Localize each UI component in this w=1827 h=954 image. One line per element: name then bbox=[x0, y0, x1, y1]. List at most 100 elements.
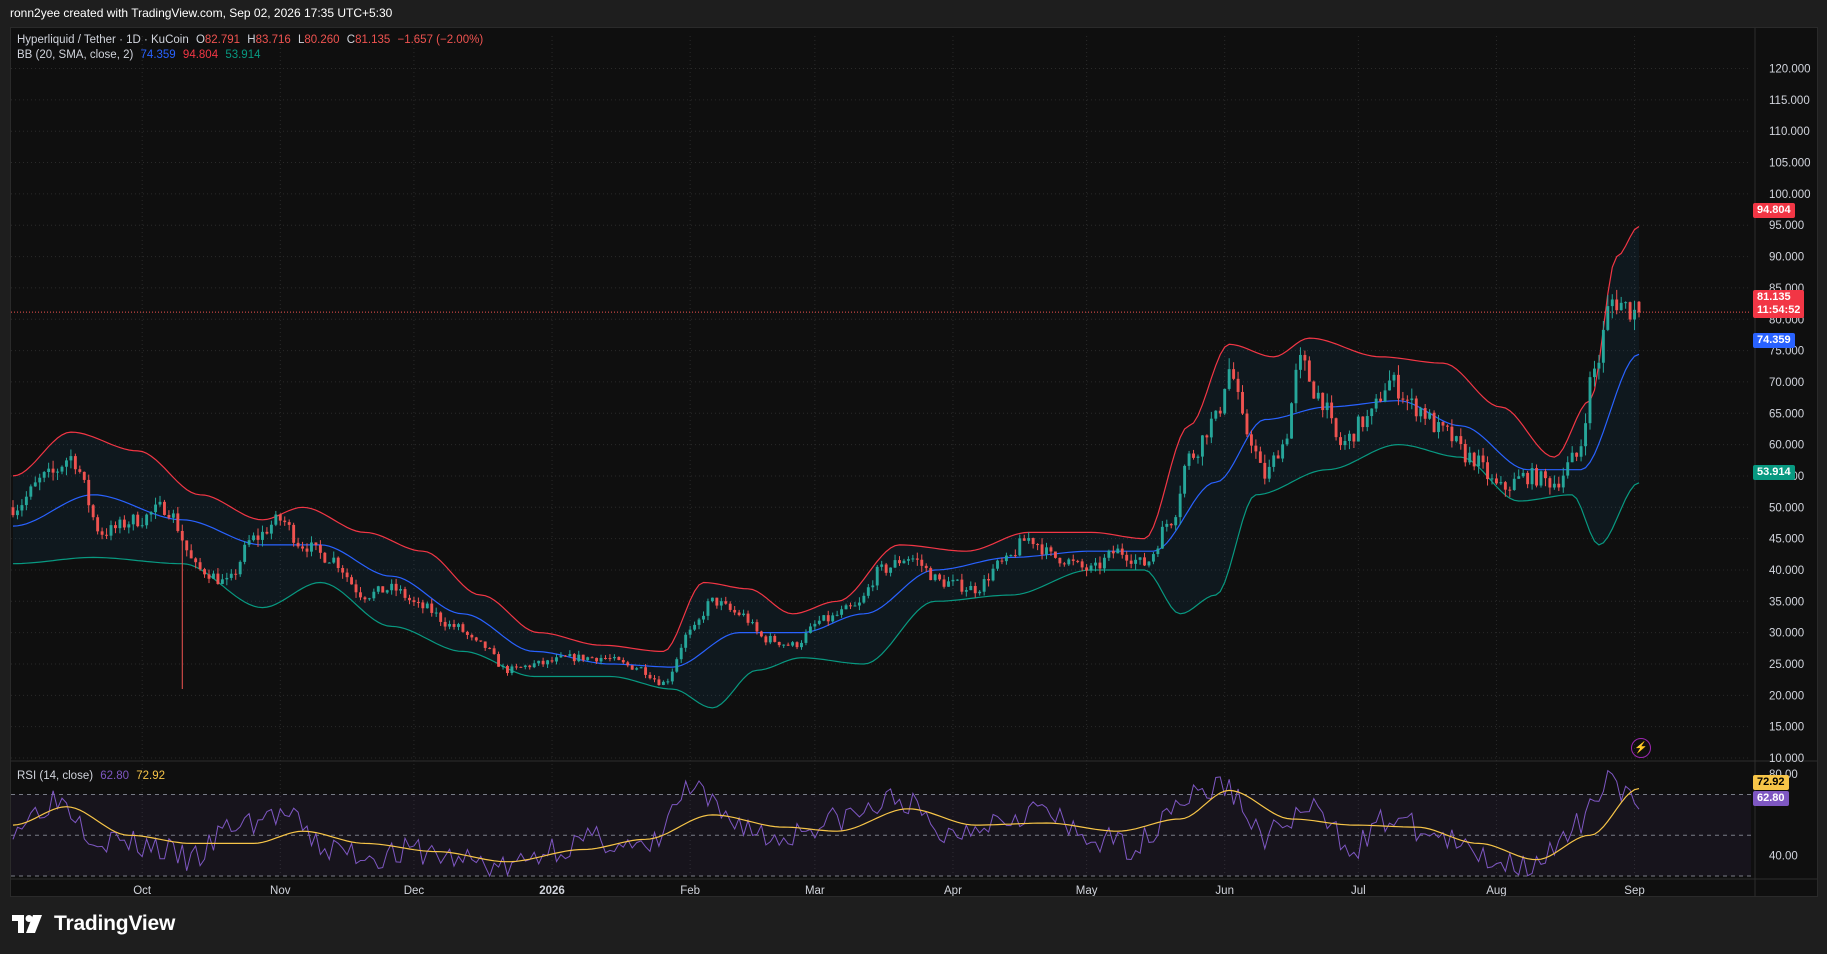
candle bbox=[47, 462, 51, 478]
bb-lower-line bbox=[12, 443, 1640, 709]
candle bbox=[804, 629, 808, 646]
price-axis-tick: 70.000 bbox=[1769, 377, 1804, 389]
candle-body bbox=[225, 577, 229, 580]
candle bbox=[1606, 295, 1610, 332]
candle bbox=[443, 617, 447, 631]
candle bbox=[1241, 385, 1244, 416]
symbol-label[interactable]: Hyperliquid / Tether · 1D · KuCoin bbox=[17, 34, 189, 46]
candle-body bbox=[1205, 435, 1209, 438]
candle bbox=[733, 606, 737, 616]
candle bbox=[675, 657, 679, 673]
candle-body bbox=[376, 586, 380, 592]
candle-body bbox=[1633, 309, 1636, 320]
candle bbox=[1263, 454, 1267, 485]
candle bbox=[702, 611, 705, 623]
candle bbox=[621, 657, 625, 665]
candle-body bbox=[1249, 434, 1253, 446]
candle bbox=[1544, 468, 1547, 487]
candle bbox=[100, 527, 104, 540]
candle bbox=[212, 570, 215, 579]
candle bbox=[1183, 464, 1187, 498]
candle-body bbox=[764, 636, 768, 643]
candle-body bbox=[1089, 565, 1093, 571]
candle bbox=[1111, 545, 1115, 559]
candle-body bbox=[1236, 378, 1240, 392]
candle-body bbox=[853, 605, 857, 607]
candle bbox=[1325, 393, 1329, 419]
bb-lower-value: 53.914 bbox=[225, 49, 261, 61]
candle bbox=[826, 610, 830, 626]
candle-body bbox=[1098, 562, 1102, 569]
candle bbox=[666, 678, 670, 685]
candle-body bbox=[528, 665, 532, 668]
candle-body bbox=[1610, 299, 1614, 307]
candle-body bbox=[617, 656, 621, 661]
candle-body bbox=[942, 579, 946, 587]
candle bbox=[679, 643, 683, 664]
candle-body bbox=[1004, 555, 1008, 562]
candle bbox=[577, 650, 581, 663]
time-axis-tick: Feb bbox=[680, 885, 700, 896]
candle-body bbox=[229, 573, 233, 578]
candle bbox=[1486, 456, 1489, 486]
candle-body bbox=[817, 620, 821, 624]
lightning-icon[interactable]: ⚡ bbox=[1631, 738, 1651, 758]
candle bbox=[1610, 294, 1614, 319]
candle bbox=[310, 536, 313, 557]
candle-body bbox=[1125, 554, 1129, 561]
candle bbox=[697, 617, 701, 630]
candle-body bbox=[964, 590, 968, 592]
candle bbox=[915, 552, 919, 566]
candle-body bbox=[114, 525, 117, 529]
candle bbox=[661, 680, 665, 686]
candle-body bbox=[902, 560, 906, 564]
candle-body bbox=[127, 524, 131, 528]
candle bbox=[359, 587, 362, 601]
candle bbox=[1058, 557, 1062, 567]
candle bbox=[1094, 557, 1097, 572]
candle bbox=[724, 596, 728, 605]
candle-body bbox=[136, 514, 140, 527]
candle-body bbox=[844, 605, 848, 610]
rsi-legend[interactable]: RSI (14, close) 62.80 72.92 bbox=[17, 770, 169, 782]
bb-legend[interactable]: BB (20, SMA, close, 2) 74.359 94.804 53.… bbox=[17, 49, 265, 61]
candle-body bbox=[898, 560, 901, 564]
last-price-value: 81.135 bbox=[1757, 291, 1791, 303]
candle bbox=[1468, 446, 1472, 465]
candle bbox=[501, 663, 505, 670]
candle-body bbox=[782, 644, 786, 646]
chart-svg[interactable]: 120.000 115.000 110.000 105.000 100.000 95.00… bbox=[11, 28, 1817, 896]
candle-body bbox=[452, 624, 456, 627]
candles bbox=[11, 289, 1641, 686]
candle-body bbox=[448, 624, 452, 627]
tradingview-logo[interactable]: TradingView bbox=[12, 912, 175, 936]
candle bbox=[1392, 372, 1396, 388]
time-axis-tick: Jun bbox=[1215, 885, 1234, 896]
candle bbox=[292, 522, 296, 547]
candle bbox=[305, 543, 309, 558]
candle bbox=[1423, 404, 1427, 425]
candle bbox=[403, 586, 407, 601]
candle bbox=[960, 573, 964, 595]
rsi-ma-value: 72.92 bbox=[136, 770, 166, 782]
price-axis-tick: 10.000 bbox=[1769, 753, 1804, 765]
candle-body bbox=[840, 609, 844, 615]
candle bbox=[1200, 435, 1204, 466]
candle-body bbox=[924, 565, 928, 569]
tradingview-logo-icon bbox=[12, 915, 42, 933]
chart-frame[interactable]: 120.000 115.000 110.000 105.000 100.000 95.00… bbox=[10, 27, 1818, 897]
candle bbox=[751, 619, 754, 625]
candle bbox=[385, 589, 389, 594]
candle bbox=[1303, 350, 1307, 371]
candle bbox=[1036, 543, 1040, 551]
candle-body bbox=[951, 579, 955, 582]
candle bbox=[1258, 446, 1262, 463]
candle-body bbox=[403, 589, 407, 598]
candle bbox=[109, 520, 113, 541]
candle-body bbox=[537, 660, 541, 664]
candle-body bbox=[1365, 416, 1369, 428]
candle-body bbox=[884, 564, 888, 573]
candle bbox=[1388, 370, 1391, 391]
candle-body bbox=[51, 468, 55, 473]
candle bbox=[742, 609, 746, 617]
